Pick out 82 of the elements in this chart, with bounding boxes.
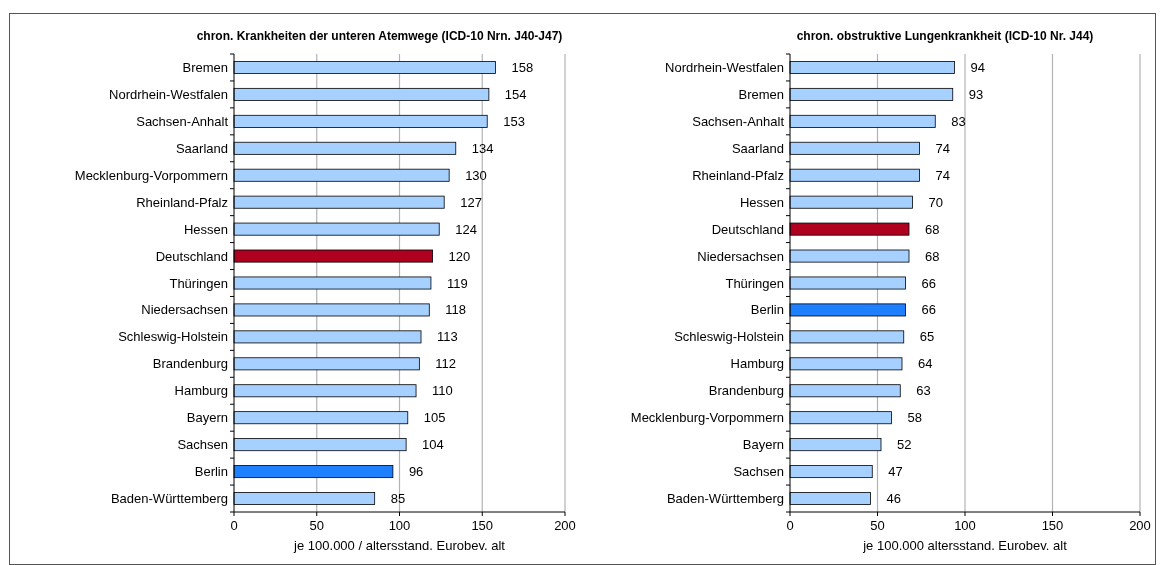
x-tick-label: 0 — [786, 518, 794, 533]
y-tick-label: Sachsen — [733, 464, 784, 480]
data-label: 66 — [921, 302, 936, 318]
data-label: 130 — [465, 167, 487, 183]
data-label: 58 — [907, 410, 922, 426]
chart-title: chron. obstruktive Lungenkrankheit (ICD-10 Nr. J44) — [796, 29, 1094, 43]
y-tick-label: Berlin — [194, 464, 228, 480]
y-tick-label: Baden-Württemberg — [666, 491, 784, 507]
y-tick-label: Niedersachsen — [697, 248, 784, 264]
x-axis-title: je 100.000 altersstand. Eurobev. alt — [862, 538, 1068, 553]
y-tick-label: Berlin — [750, 302, 784, 318]
data-label: 124 — [455, 221, 477, 237]
data-label: 113 — [437, 329, 458, 345]
y-tick-label: Hessen — [739, 194, 784, 210]
y-tick-label: Brandenburg — [152, 356, 228, 372]
data-label: 83 — [951, 113, 966, 129]
y-tick-label: Baden-Württemberg — [110, 491, 228, 507]
data-label: 68 — [925, 248, 940, 264]
data-label: 105 — [423, 410, 446, 426]
y-tick-label: Deutschland — [711, 221, 784, 237]
data-label: 74 — [935, 167, 950, 183]
data-label: 154 — [504, 86, 527, 102]
data-label: 153 — [503, 113, 525, 129]
data-label: 112 — [435, 356, 457, 372]
data-label: 110 — [432, 383, 453, 399]
x-tick-label: 50 — [870, 518, 885, 533]
y-tick-label: Rheinland-Pfalz — [136, 194, 228, 210]
data-label: 85 — [390, 491, 406, 507]
y-tick-label: Mecklenburg-Vorpommern — [630, 410, 784, 426]
x-tick-label: 0 — [230, 518, 238, 533]
y-tick-label: Bayern — [186, 410, 228, 426]
y-tick-label: Nordrhein-Westfalen — [665, 60, 784, 76]
data-label: 63 — [916, 383, 931, 399]
data-label: 96 — [408, 464, 424, 480]
x-tick-label: 200 — [1129, 518, 1151, 533]
data-label: 68 — [925, 221, 940, 237]
data-label: 93 — [968, 86, 984, 102]
data-label: 70 — [928, 194, 943, 210]
y-tick-label: Sachsen-Anhalt — [136, 113, 229, 129]
y-tick-label: Bayern — [742, 437, 784, 453]
data-label: 94 — [970, 60, 985, 76]
y-tick-label: Rheinland-Pfalz — [692, 167, 784, 183]
y-tick-label: Hessen — [183, 221, 228, 237]
y-tick-label: Thüringen — [169, 275, 228, 291]
x-axis-title: je 100.000 / altersstand. Eurobev. alt — [293, 538, 506, 553]
y-tick-label: Saarland — [175, 140, 228, 156]
y-tick-label: Thüringen — [725, 275, 784, 291]
data-label: 134 — [471, 140, 494, 156]
data-label: 47 — [888, 464, 903, 480]
y-tick-label: Saarland — [731, 140, 784, 156]
y-tick-label: Schleswig-Holstein — [674, 329, 784, 345]
data-label: 65 — [919, 329, 935, 345]
data-label: 46 — [886, 491, 901, 507]
y-tick-label: Brandenburg — [708, 383, 784, 399]
x-tick-label: 150 — [1041, 518, 1064, 533]
data-label: 118 — [445, 302, 467, 318]
data-label: 127 — [460, 194, 482, 210]
data-label: 52 — [897, 437, 912, 453]
data-label: 119 — [446, 275, 468, 291]
data-label: 104 — [422, 437, 444, 453]
data-label: 66 — [921, 275, 936, 291]
y-tick-label: Hamburg — [730, 356, 784, 372]
y-tick-label: Mecklenburg-Vorpommern — [74, 167, 228, 183]
x-tick-label: 200 — [554, 518, 576, 533]
y-tick-label: Sachsen — [177, 437, 228, 453]
data-label: 64 — [918, 356, 933, 372]
data-label: 74 — [935, 140, 950, 156]
y-tick-label: Bremen — [738, 86, 784, 102]
y-tick-label: Nordrhein-Westfalen — [109, 86, 228, 102]
data-label: 120 — [448, 248, 471, 264]
y-tick-label: Bremen — [182, 60, 228, 76]
x-tick-label: 100 — [954, 518, 976, 533]
y-tick-label: Niedersachsen — [141, 302, 228, 318]
chart-title: chron. Krankheiten der unteren Atemwege (ICD-10 Nrn. J40-J47) — [196, 29, 563, 43]
y-tick-label: Deutschland — [155, 248, 228, 264]
y-tick-label: Schleswig-Holstein — [118, 329, 228, 345]
y-tick-label: Sachsen-Anhalt — [692, 113, 785, 129]
x-tick-label: 50 — [309, 518, 324, 533]
x-tick-label: 100 — [388, 518, 411, 533]
x-tick-label: 150 — [471, 518, 494, 533]
data-label: 158 — [511, 60, 534, 76]
y-tick-label: Hamburg — [174, 383, 228, 399]
